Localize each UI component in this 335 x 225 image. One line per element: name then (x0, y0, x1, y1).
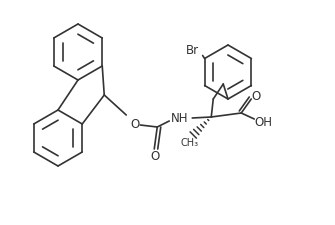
Text: O: O (151, 151, 160, 164)
Text: Br: Br (186, 44, 199, 57)
Text: CH₃: CH₃ (180, 138, 198, 148)
Text: O: O (131, 117, 140, 130)
Text: OH: OH (254, 117, 272, 130)
Text: NH: NH (171, 112, 188, 126)
Text: O: O (252, 90, 261, 104)
